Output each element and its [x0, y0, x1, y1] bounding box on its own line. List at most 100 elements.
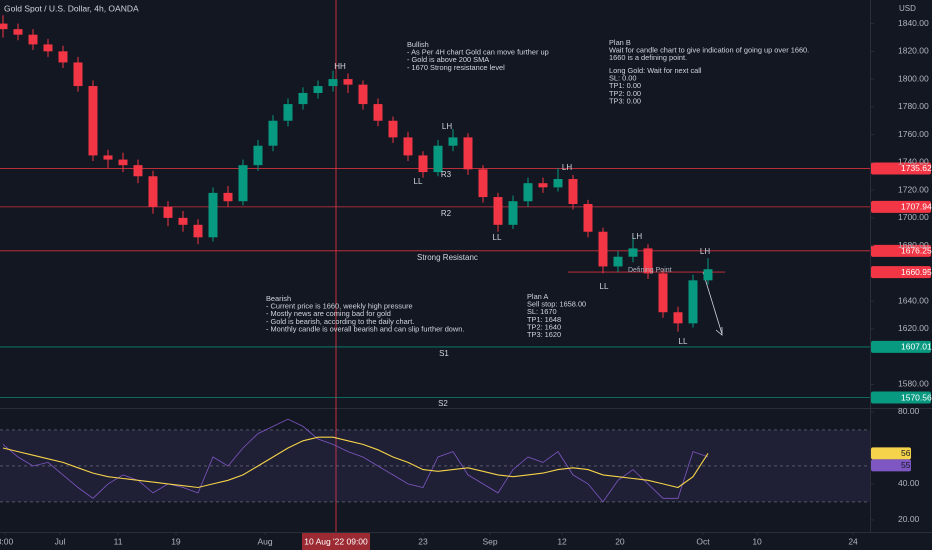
- note-line: Plan A: [527, 292, 548, 301]
- x-tick-label: 24: [848, 536, 858, 546]
- y-tick-label: 1620.00: [898, 323, 929, 333]
- swing-label: S1: [439, 349, 449, 358]
- candle-body: [313, 86, 323, 93]
- x-tick-label: Sep: [482, 536, 497, 546]
- candle-body: [478, 169, 488, 198]
- note-line: TP1: 0.00: [609, 81, 641, 90]
- x-tick-label: 23: [418, 536, 428, 546]
- x-tick-label: 12: [557, 536, 567, 546]
- crosshair-tag: [302, 533, 370, 550]
- level-tag: [871, 340, 931, 353]
- arrow-shaft: [702, 271, 723, 335]
- candle-body: [58, 51, 68, 63]
- note-line: - Monthly candle is overall bearish and …: [266, 324, 464, 333]
- value-tag: [871, 459, 911, 472]
- note-line: Sell stop: 1658.00: [527, 300, 586, 309]
- chart-title: Gold Spot / U.S. Dollar, 4h, OANDA: [4, 3, 139, 13]
- candle-body: [253, 145, 263, 166]
- candle-body: [193, 224, 203, 238]
- series-line: [2, 436, 709, 489]
- candle-body: [283, 104, 293, 121]
- value-tag-label: 55.05: [901, 460, 923, 470]
- level-label: 1735.624: [901, 163, 932, 173]
- candle-body: [298, 92, 308, 105]
- x-tick-label: 3:00: [0, 536, 13, 546]
- candle-body: [658, 273, 668, 313]
- swing-label: LL: [679, 337, 688, 346]
- level-label: 1707.941: [901, 202, 932, 212]
- note-line: - Mostly news are coming bad for gold: [266, 309, 391, 318]
- candle-body: [268, 120, 278, 146]
- candle-body: [358, 84, 368, 105]
- candle-body: [673, 312, 683, 324]
- swing-label: LH: [700, 247, 710, 256]
- note-line: Plan B: [609, 38, 631, 47]
- candle-body: [403, 137, 413, 156]
- x-tick-label: Oct: [696, 536, 710, 546]
- candle-body: [223, 192, 233, 202]
- note-line: - Gold is above 200 SMA: [407, 55, 489, 64]
- candle-body: [493, 197, 503, 225]
- candle-body: [463, 137, 473, 170]
- swing-label: LL: [414, 177, 423, 186]
- x-tick-label: Aug: [257, 536, 272, 546]
- candle-body: [0, 23, 8, 30]
- swing-label: LL: [600, 282, 609, 291]
- note-line: - 1670 Strong resistance level: [407, 63, 505, 72]
- note-line: TP3: 0.00: [609, 96, 641, 105]
- candle-body: [448, 137, 458, 146]
- level-tag: [871, 244, 931, 257]
- y-tick-label: 1580.00: [898, 379, 929, 389]
- x-tick-label: 20: [615, 536, 625, 546]
- candle-body: [13, 29, 23, 35]
- y-tick-label: 80.00: [898, 406, 920, 416]
- y-tick-label: 1780.00: [898, 101, 929, 111]
- y-tick-label: 1680.00: [898, 240, 929, 250]
- level-label: 1570.563: [901, 392, 932, 402]
- candle-body: [418, 155, 428, 173]
- note-line: TP1: 1648: [527, 315, 561, 324]
- candle-body: [688, 280, 698, 324]
- swing-label: LH: [562, 163, 572, 172]
- level-tag: [871, 162, 931, 175]
- candle-body: [538, 183, 548, 188]
- x-tick-label: 10: [752, 536, 762, 546]
- candle-body: [28, 34, 38, 45]
- swing-label: HH: [334, 62, 346, 71]
- candle-body: [43, 44, 53, 52]
- candle-body: [88, 86, 98, 156]
- level-tag: [871, 391, 931, 404]
- series-line: [2, 418, 709, 503]
- candle-body: [583, 204, 593, 232]
- candle-body: [343, 79, 353, 85]
- candle-body: [598, 231, 608, 267]
- arrow-head: [715, 327, 723, 336]
- x-tick-label: Jul: [55, 536, 66, 546]
- axis-group: 1840.00 1820.00 1800.00 1780.00 1760.00 1740.…: [870, 18, 932, 524]
- swing-label: S2: [438, 399, 448, 408]
- candle-body: [523, 183, 533, 202]
- candle-body: [373, 104, 383, 121]
- note-line: TP2: 1640: [527, 322, 561, 331]
- note-line: TP3: 1620: [527, 330, 561, 339]
- candle-body: [163, 206, 173, 218]
- candle-body: [568, 179, 578, 204]
- note-line: - As Per 4H chart Gold can move further …: [407, 48, 549, 57]
- swing-label: R2: [441, 209, 452, 218]
- level-tag: [871, 200, 931, 213]
- candle-body: [643, 248, 653, 274]
- y-tick-label: 1820.00: [898, 46, 929, 56]
- x-tick-label: 11: [114, 536, 123, 546]
- y-tick-label: 1740.00: [898, 157, 929, 167]
- y-axis-label: USD: [899, 4, 916, 13]
- candle-body: [178, 217, 188, 225]
- note-line: - Current price is 1660, weekly high pre…: [266, 302, 413, 311]
- note-line: SL: 0.00: [609, 74, 637, 83]
- candle-body: [118, 159, 128, 166]
- candle-body: [433, 145, 443, 173]
- note-line: SL: 1670: [527, 307, 557, 316]
